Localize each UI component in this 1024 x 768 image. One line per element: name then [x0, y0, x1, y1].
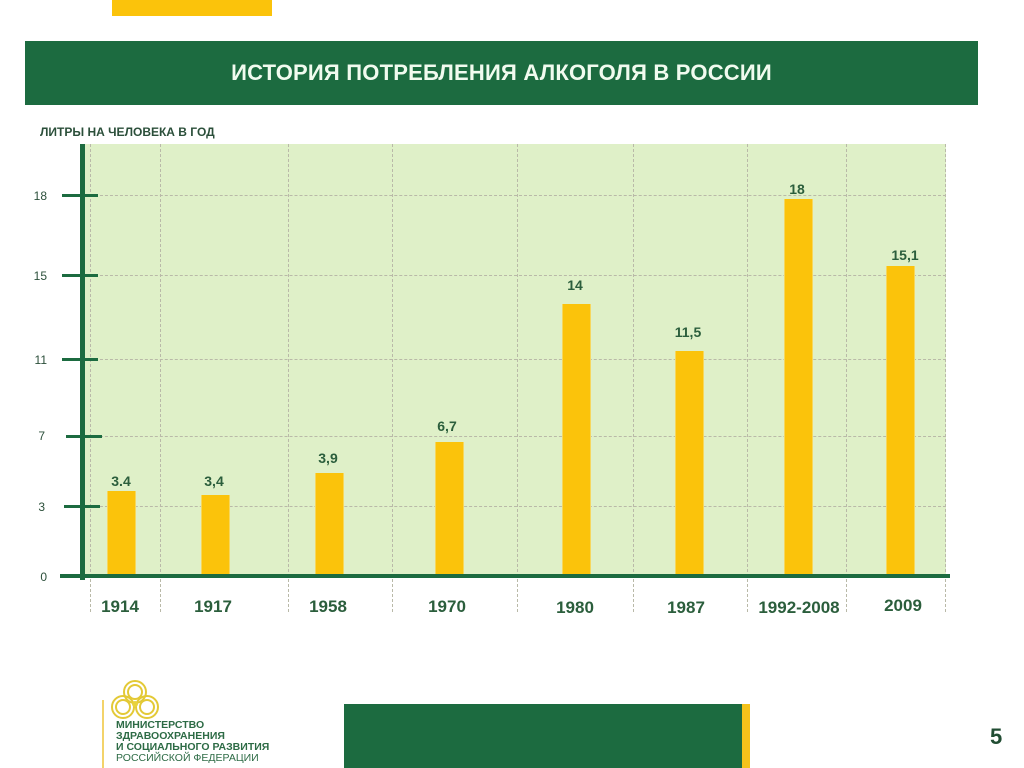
footer-yellow-accent [742, 704, 750, 768]
bar-1917 [201, 495, 230, 575]
value-label: 11,5 [674, 324, 702, 340]
x-tick-label: 1917 [194, 597, 232, 616]
bar-2009 [886, 266, 915, 575]
x-tick-label: 2009 [884, 596, 922, 615]
bar-1914 [107, 491, 136, 575]
value-label: 6,7 [437, 418, 457, 434]
bar-1987 [675, 351, 704, 575]
grid-line-vertical [90, 144, 91, 612]
x-tick-label: 1980 [556, 598, 594, 617]
grid-line-vertical [517, 144, 518, 612]
title-banner: ИСТОРИЯ ПОТРЕБЛЕНИЯ АЛКОГОЛЯ В РОССИИ [25, 41, 978, 105]
bar-1958 [315, 473, 344, 575]
logo-line-1: МИНИСТЕРСТВО [116, 719, 205, 731]
grid-line-vertical [392, 144, 393, 612]
value-label: 14 [567, 277, 583, 293]
y-tick [66, 435, 102, 438]
bar-1970 [435, 442, 464, 575]
footer-green-bar [344, 704, 742, 768]
x-tick-label: 1970 [428, 597, 466, 616]
y-tick-label: 15 [33, 269, 47, 283]
grid-line-vertical [747, 144, 748, 612]
value-label: 3,4 [204, 473, 224, 489]
grid-line-horizontal [85, 275, 946, 276]
bar-1980 [562, 304, 591, 575]
y-tick-label: 11 [34, 353, 47, 367]
y-tick-label: 3 [38, 500, 45, 514]
x-axis-line [60, 574, 950, 578]
page-title: ИСТОРИЯ ПОТРЕБЛЕНИЯ АЛКОГОЛЯ В РОССИИ [231, 60, 772, 85]
y-tick-label: 7 [38, 429, 45, 443]
grid-line-vertical [160, 144, 161, 612]
logo-divider [102, 700, 104, 768]
grid-line-vertical [288, 144, 289, 612]
grid-line-vertical [846, 144, 847, 612]
grid-line-horizontal [85, 506, 946, 507]
top-accent-bar [112, 0, 272, 16]
ministry-name: МИНИСТЕРСТВО ЗДРАВООХРАНЕНИЯ И СОЦИАЛЬНО… [116, 720, 269, 764]
y-axis-line [80, 144, 85, 580]
x-tick-label: 1958 [309, 597, 347, 616]
grid-line-horizontal [85, 436, 946, 437]
value-label: 3.4 [111, 473, 131, 489]
y-tick-label: 0 [40, 570, 47, 584]
ministry-logo-icon [111, 680, 159, 719]
value-label: 18 [789, 181, 805, 197]
y-tick-label: 18 [33, 189, 47, 203]
grid-line-vertical [945, 144, 946, 612]
y-tick [62, 194, 98, 197]
x-tick-label: 1914 [101, 597, 139, 616]
x-tick-label: 1992-2008 [758, 598, 840, 617]
logo-line-3: И СОЦИАЛЬНОГО РАЗВИТИЯ [116, 741, 270, 753]
bar-1992-2008 [784, 199, 813, 575]
y-tick [62, 358, 98, 361]
value-label: 3,9 [318, 450, 338, 466]
grid-line-horizontal [85, 195, 946, 196]
logo-line-2: ЗДРАВООХРАНЕНИЯ [116, 730, 225, 742]
grid-line-vertical [633, 144, 634, 612]
logo-line-4: РОССИЙСКОЙ ФЕДЕРАЦИИ [116, 752, 259, 764]
y-tick [64, 505, 100, 508]
y-axis-label: ЛИТРЫ НА ЧЕЛОВЕКА В ГОД [40, 125, 215, 139]
page-number: 5 [990, 724, 1003, 749]
grid-line-horizontal [85, 359, 946, 360]
x-tick-label: 1987 [667, 598, 705, 617]
y-tick [62, 274, 98, 277]
value-label: 15,1 [891, 247, 919, 263]
